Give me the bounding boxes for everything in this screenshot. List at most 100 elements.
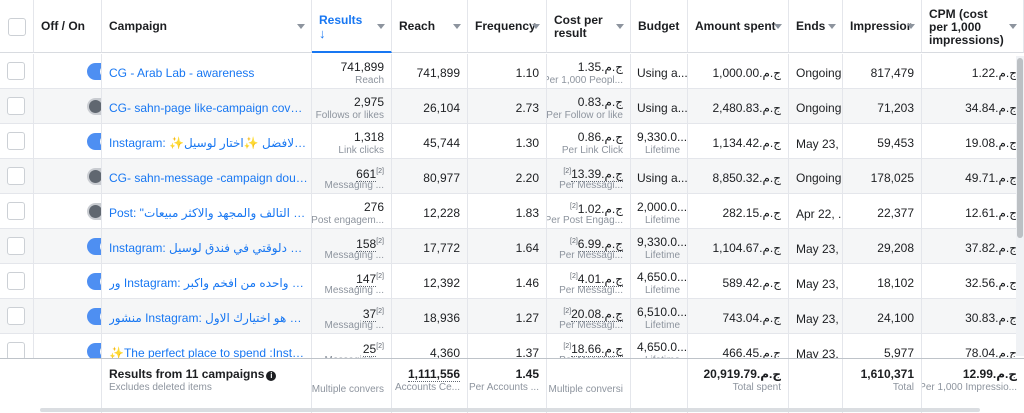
campaign-toggle[interactable] bbox=[87, 238, 101, 255]
campaign-toggle[interactable] bbox=[87, 63, 101, 80]
info-icon[interactable]: i bbox=[266, 371, 277, 381]
row-checkbox[interactable] bbox=[7, 97, 25, 115]
toggle-knob bbox=[100, 310, 101, 323]
header-campaign[interactable]: Campaign bbox=[102, 0, 312, 53]
cell-imp: 22,377 bbox=[843, 194, 922, 229]
campaign-toggle[interactable] bbox=[87, 308, 101, 325]
campaign-name-link[interactable]: Instagram: ✨اختار الافضل ✨اختار لوسيل... bbox=[109, 136, 309, 150]
header-frequency[interactable]: Frequency bbox=[468, 0, 547, 53]
table-row[interactable]: Instagram: ✨اختار الافضل ✨اختار لوسيل...… bbox=[0, 124, 1024, 159]
select-all-checkbox[interactable] bbox=[8, 18, 26, 36]
cell-cpm: ج.م.78.04 bbox=[922, 334, 1024, 369]
row-checkbox[interactable] bbox=[7, 272, 25, 290]
summary-cpm-value: ج.م.12.99 bbox=[962, 367, 1017, 381]
chevron-down-icon[interactable] bbox=[297, 24, 305, 29]
chevron-down-icon[interactable] bbox=[1009, 24, 1017, 29]
cost-value[interactable]: ج.م.4.01 bbox=[577, 272, 623, 287]
chevron-down-icon[interactable] bbox=[377, 24, 385, 29]
header-ends-label: Ends bbox=[796, 19, 826, 33]
cost-value: ج.م.1.02 bbox=[577, 202, 623, 216]
header-select-all bbox=[0, 0, 34, 53]
cell-imp: 178,025 bbox=[843, 159, 922, 194]
campaign-name-link[interactable]: Instagram: احجز فرحك دلوقتي في فندق لوسي… bbox=[109, 241, 309, 255]
campaign-name-link[interactable]: ور Instagram: قاعة لوسيل واحده من افخم و… bbox=[109, 276, 309, 290]
chevron-down-icon[interactable] bbox=[616, 24, 624, 29]
cost-value[interactable]: ج.م.13.39 bbox=[571, 167, 623, 182]
cost-value[interactable]: ج.م.6.99 bbox=[577, 237, 623, 252]
cell-freq: 1.46 bbox=[468, 264, 547, 299]
campaign-toggle[interactable] bbox=[87, 98, 101, 115]
results-value[interactable]: 25 bbox=[362, 342, 377, 357]
header-results[interactable]: Results ↓ bbox=[312, 0, 392, 53]
campaign-name-link[interactable]: Post: "يين يومي للشعر التالف والمجهد وال… bbox=[109, 206, 309, 220]
footnote-marker: [2] bbox=[376, 168, 384, 175]
cell-ends-value: May 23, ... bbox=[796, 347, 842, 361]
results-value[interactable]: 661 bbox=[356, 167, 377, 182]
cell-spent-value: ج.م.743.04 bbox=[722, 311, 781, 325]
campaign-name-link[interactable]: CG - Arab Lab - awareness bbox=[109, 66, 255, 80]
cost-value[interactable]: ج.م.20.08 bbox=[571, 307, 623, 322]
results-value[interactable]: 37 bbox=[362, 307, 377, 322]
table-row[interactable]: منشور Instagram: فندق لوسيل هو اختيارك ا… bbox=[0, 299, 1024, 334]
cell-imp-value: 5,977 bbox=[883, 346, 914, 360]
summary-title-cell: Results from 11 campaigns i Excludes dele… bbox=[102, 359, 312, 413]
header-cpm[interactable]: CPM (cost per 1,000 impressions) bbox=[922, 0, 1024, 53]
cell-imp-value: 178,025 bbox=[870, 171, 914, 185]
table-row[interactable]: ور Instagram: قاعة لوسيل واحده من افخم و… bbox=[0, 264, 1024, 299]
cell-spent-value: ج.م.282.15 bbox=[722, 206, 781, 220]
header-off-on[interactable]: Off / On bbox=[34, 0, 102, 53]
header-reach[interactable]: Reach bbox=[392, 0, 468, 53]
header-budget[interactable]: Budget bbox=[631, 0, 688, 53]
header-ends[interactable]: Ends bbox=[789, 0, 843, 53]
campaign-toggle[interactable] bbox=[87, 203, 101, 220]
cell-freq: 1.64 bbox=[468, 229, 547, 264]
chevron-down-icon[interactable] bbox=[828, 24, 836, 29]
chevron-down-icon[interactable] bbox=[453, 24, 461, 29]
table-row[interactable]: Instagram: احجز فرحك دلوقتي في فندق لوسي… bbox=[0, 229, 1024, 264]
header-impressions[interactable]: Impressior bbox=[843, 0, 922, 53]
table-row[interactable]: CG- sahn-page like-campaign cover 16/2 2,… bbox=[0, 89, 1024, 124]
row-checkbox[interactable] bbox=[7, 62, 25, 80]
table-row[interactable]: CG - Arab Lab - awareness 741,899 Reach 741… bbox=[0, 54, 1024, 89]
cell-tog bbox=[34, 89, 102, 124]
summary-reach-value[interactable]: 1,111,556 bbox=[407, 367, 460, 382]
cell-reach: 80,977 bbox=[392, 159, 468, 194]
table-row[interactable]: CG- sahn-message -campaign double o... 66… bbox=[0, 159, 1024, 194]
sort-descending-icon[interactable]: ↓ bbox=[319, 26, 326, 41]
header-cost-per-result[interactable]: Cost per result bbox=[547, 0, 631, 53]
row-checkbox[interactable] bbox=[7, 167, 25, 185]
header-results-label: Results bbox=[319, 13, 363, 27]
cell-freq: 1.30 bbox=[468, 124, 547, 159]
cost-value[interactable]: ج.م.18.66 bbox=[571, 342, 623, 357]
row-checkbox[interactable] bbox=[7, 237, 25, 255]
cell-ends: May 23, ... bbox=[789, 229, 843, 264]
campaign-toggle[interactable] bbox=[87, 343, 101, 360]
summary-impressions-sub: Total bbox=[892, 382, 914, 393]
cell-cost-wrap: ج.م.13.39[2] bbox=[563, 165, 623, 182]
cell-res-wrap: 147[2] bbox=[356, 270, 384, 287]
summary-frequency-value: 1.45 bbox=[515, 367, 539, 381]
vertical-scrollbar-thumb[interactable] bbox=[1017, 58, 1023, 238]
table-row[interactable]: Post: "يين يومي للشعر التالف والمجهد وال… bbox=[0, 194, 1024, 229]
campaign-toggle[interactable] bbox=[87, 133, 101, 150]
row-checkbox[interactable] bbox=[7, 307, 25, 325]
header-cpm-label: CPM (cost per 1,000 impressions) bbox=[929, 7, 1004, 47]
campaign-toggle[interactable] bbox=[87, 168, 101, 185]
campaign-name-link[interactable]: CG- sahn-page like-campaign cover 16/2 bbox=[109, 101, 309, 115]
chevron-down-icon[interactable] bbox=[532, 24, 540, 29]
horizontal-scrollbar[interactable] bbox=[40, 408, 980, 412]
chevron-down-icon[interactable] bbox=[774, 24, 782, 29]
cell-bud-value: Using a... bbox=[637, 171, 688, 185]
cell-bud-value: Using a... bbox=[637, 66, 688, 80]
campaign-toggle[interactable] bbox=[87, 273, 101, 290]
row-checkbox[interactable] bbox=[7, 202, 25, 220]
cell-spent: ج.م.1,104.67 bbox=[688, 229, 789, 264]
results-value[interactable]: 158 bbox=[356, 237, 377, 252]
chevron-down-icon[interactable] bbox=[907, 24, 915, 29]
campaign-name-link[interactable]: CG- sahn-message -campaign double o... bbox=[109, 171, 309, 185]
header-amount-spent[interactable]: Amount spent bbox=[688, 0, 789, 53]
results-value[interactable]: 147 bbox=[356, 272, 377, 287]
campaign-name-link[interactable]: منشور Instagram: فندق لوسيل هو اختيارك ا… bbox=[109, 311, 309, 325]
summary-spent-value: ج.م.20,919.79 bbox=[703, 367, 781, 381]
row-checkbox[interactable] bbox=[7, 132, 25, 150]
